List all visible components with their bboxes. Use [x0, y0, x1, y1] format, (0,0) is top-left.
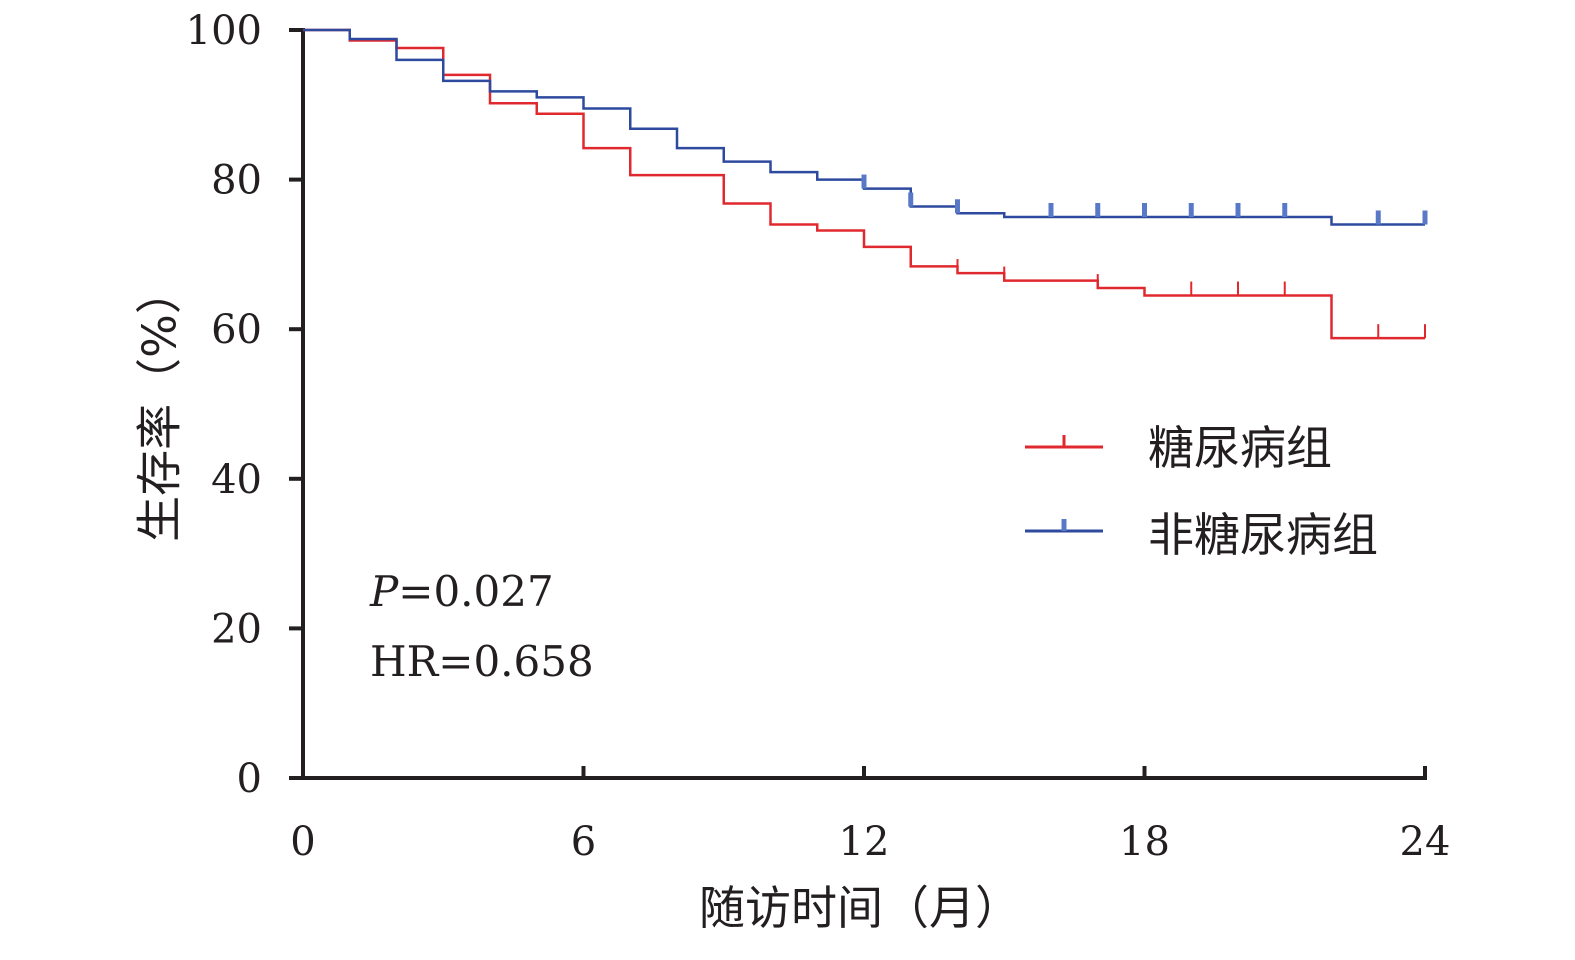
series-layer	[303, 28, 1428, 340]
p-label: P	[369, 567, 399, 616]
x-tick-label: 12	[839, 819, 890, 865]
x-axis-title: 随访时间（月）	[699, 881, 1021, 935]
x-tick-label: 6	[571, 819, 596, 865]
y-tick-label: 100	[186, 8, 262, 54]
x-tick-label: 0	[290, 819, 315, 865]
p-value: =0.027	[398, 567, 553, 616]
stats-annotation: P=0.027 HR=0.658	[369, 567, 594, 686]
x-tick-label: 18	[1119, 819, 1170, 865]
y-axis-ticks: 0 20 40 60 80 100	[186, 8, 303, 802]
p-value-text: P=0.027	[369, 567, 554, 616]
y-tick-label: 40	[211, 457, 262, 503]
series-line	[303, 28, 1425, 226]
y-axis-title: 生存率（%）	[133, 268, 187, 542]
legend-item-non-diabetes: 非糖尿病组	[1025, 508, 1378, 562]
series-1	[303, 28, 1428, 226]
y-tick-label: 80	[211, 158, 262, 204]
legend-label-diabetes: 糖尿病组	[1148, 421, 1332, 475]
y-tick-label: 0	[237, 756, 262, 802]
legend: 糖尿病组 非糖尿病组	[1025, 421, 1378, 562]
hazard-ratio-text: HR=0.658	[370, 637, 594, 686]
x-tick-label: 24	[1400, 819, 1451, 865]
legend-item-diabetes: 糖尿病组	[1025, 421, 1332, 475]
legend-label-non-diabetes: 非糖尿病组	[1148, 508, 1378, 562]
x-axis-ticks: 0 6 12 18 24	[290, 766, 1450, 865]
y-tick-label: 60	[211, 307, 262, 353]
y-tick-label: 20	[211, 606, 262, 652]
